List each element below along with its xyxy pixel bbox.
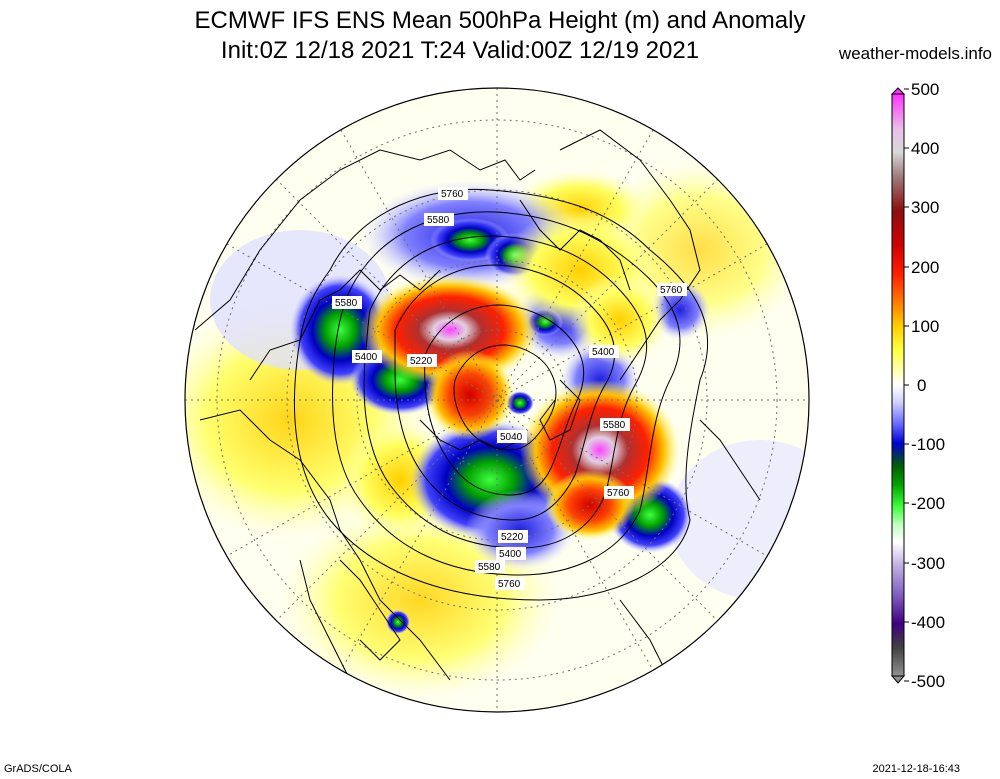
contour-label: 5760 bbox=[657, 283, 687, 296]
svg-text:5760: 5760 bbox=[607, 488, 630, 499]
colorbar-scale bbox=[891, 93, 905, 677]
svg-text:5400: 5400 bbox=[592, 347, 615, 358]
contour-label: 5040 bbox=[497, 430, 527, 443]
contour-label: 5580 bbox=[332, 296, 362, 309]
svg-text:5580: 5580 bbox=[427, 215, 450, 226]
height-contours bbox=[293, 188, 709, 601]
render-timestamp: 2021-12-18-16:43 bbox=[872, 763, 960, 775]
colorbar-tick-label: 100 bbox=[911, 317, 939, 336]
contour-label: 5580 bbox=[424, 213, 454, 226]
colorbar-tick-label: 400 bbox=[911, 139, 939, 158]
contour-label: 5400 bbox=[352, 350, 382, 363]
globe-outline bbox=[184, 87, 810, 713]
svg-text:5400: 5400 bbox=[355, 352, 378, 363]
svg-text:5220: 5220 bbox=[501, 532, 524, 543]
source-credit: weather-models.info bbox=[838, 44, 992, 63]
colorbar: 500 400 300 200 100 0 -100 -200 -300 -40… bbox=[890, 80, 945, 691]
contour-label: 5400 bbox=[496, 547, 526, 560]
svg-text:5220: 5220 bbox=[410, 356, 433, 367]
svg-text:5580: 5580 bbox=[335, 298, 358, 309]
software-credit: GrADS/COLA bbox=[4, 763, 72, 775]
contour-label: 5760 bbox=[495, 577, 525, 590]
contour-label: 5580 bbox=[475, 560, 505, 573]
contour-label: 5760 bbox=[438, 187, 468, 200]
contour-label: 5220 bbox=[407, 354, 437, 367]
svg-text:5400: 5400 bbox=[499, 549, 522, 560]
colorbar-bottom-arrow bbox=[890, 675, 906, 684]
colorbar-tick-label: 0 bbox=[917, 376, 926, 395]
polar-globe: 5760 5580 5580 5400 5220 5760 5400 5040 … bbox=[184, 87, 810, 713]
colorbar-top-arrow bbox=[890, 87, 906, 95]
colorbar-tick-label: 300 bbox=[911, 198, 939, 217]
coastlines bbox=[194, 129, 761, 681]
svg-text:5580: 5580 bbox=[478, 562, 501, 573]
contour-label: 5580 bbox=[600, 418, 630, 431]
colorbar-tick-label: -100 bbox=[911, 435, 945, 454]
colorbar-tick-label: 200 bbox=[911, 258, 939, 277]
svg-text:5760: 5760 bbox=[441, 189, 464, 200]
colorbar-tick-label: -500 bbox=[911, 672, 945, 691]
colorbar-tick-label: 500 bbox=[911, 80, 939, 99]
colorbar-tick-label: -200 bbox=[911, 494, 945, 513]
contour-label: 5400 bbox=[589, 345, 619, 358]
svg-text:5760: 5760 bbox=[498, 579, 521, 590]
contour-label: 5220 bbox=[498, 530, 528, 543]
map-title: ECMWF IFS ENS Mean 500hPa Height (m) and… bbox=[194, 7, 806, 34]
contour-label: 5760 bbox=[604, 486, 634, 499]
svg-text:5760: 5760 bbox=[660, 285, 683, 296]
colorbar-tick-label: -300 bbox=[911, 554, 945, 573]
map-subtitle: Init:0Z 12/18 2021 T:24 Valid:00Z 12/19 … bbox=[220, 37, 700, 64]
contour-labels: 5760 5580 5580 5400 5220 5760 5400 5040 … bbox=[332, 187, 687, 590]
svg-text:5040: 5040 bbox=[500, 432, 523, 443]
colorbar-tick-label: -400 bbox=[911, 613, 945, 632]
svg-text:5580: 5580 bbox=[603, 420, 626, 431]
